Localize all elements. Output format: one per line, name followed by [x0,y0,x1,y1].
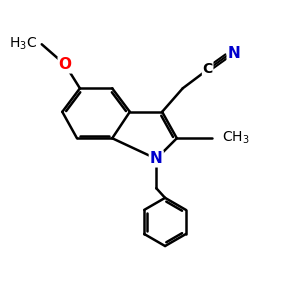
Text: C: C [202,62,213,76]
Text: O: O [59,57,72,72]
Text: CH$_3$: CH$_3$ [222,130,250,146]
Text: H$_3$C: H$_3$C [9,36,37,52]
Text: N: N [228,46,241,61]
Text: N: N [150,151,163,166]
